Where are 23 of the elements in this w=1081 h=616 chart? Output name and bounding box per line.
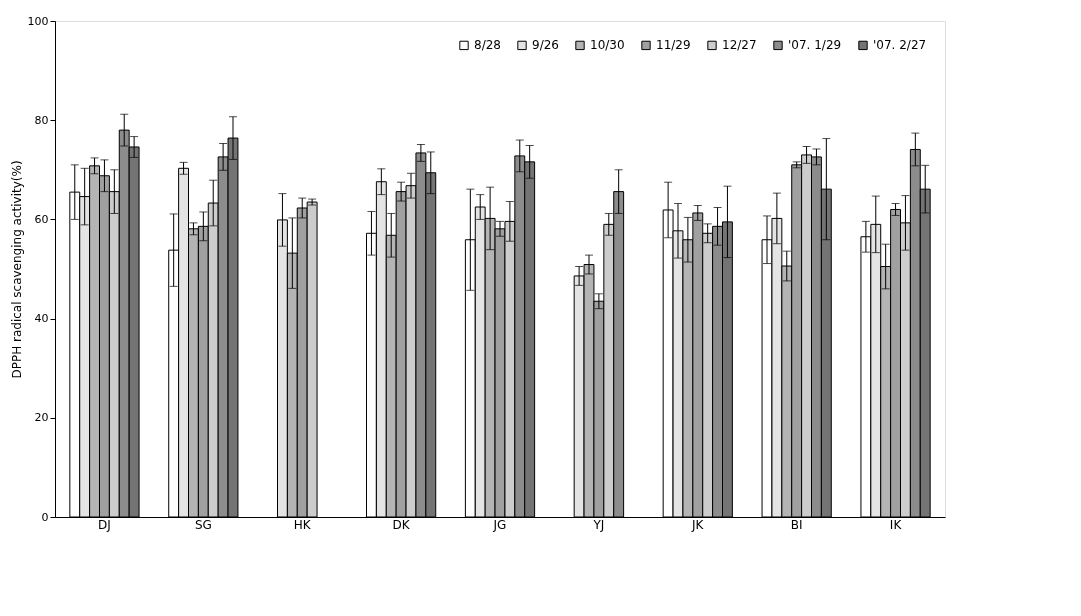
legend-label: 12/27 [722, 38, 757, 53]
y-tick-label: 40 [34, 312, 49, 326]
x-tick-label: JG [492, 517, 507, 532]
y-tick-label: 80 [34, 113, 49, 127]
x-tick-label: IK [889, 517, 903, 532]
x-tick-label: HK [293, 517, 312, 532]
x-tick-label: JK [691, 517, 705, 532]
x-tick-label: BI [790, 517, 803, 532]
x-tick-label: SG [194, 517, 212, 532]
y-tick-label: 60 [34, 212, 49, 226]
y-tick-label: 0 [41, 510, 49, 524]
x-tick-label: DK [392, 517, 411, 532]
legend-label: 10/30 [590, 38, 625, 53]
x-tick-label: DJ [98, 517, 111, 532]
legend-label: '07. 1/29 [788, 38, 842, 53]
legend-label: 11/29 [656, 38, 691, 53]
y-axis-title: DPPH radical scavenging activity(%) [9, 160, 24, 379]
y-tick-label: 20 [34, 411, 49, 425]
legend-label: 9/26 [532, 38, 559, 53]
y-tick-label: 100 [27, 14, 49, 28]
legend-label: '07. 2/27 [873, 38, 927, 53]
legend-label: 8/28 [474, 38, 501, 53]
x-tick-label: YJ [592, 517, 605, 532]
